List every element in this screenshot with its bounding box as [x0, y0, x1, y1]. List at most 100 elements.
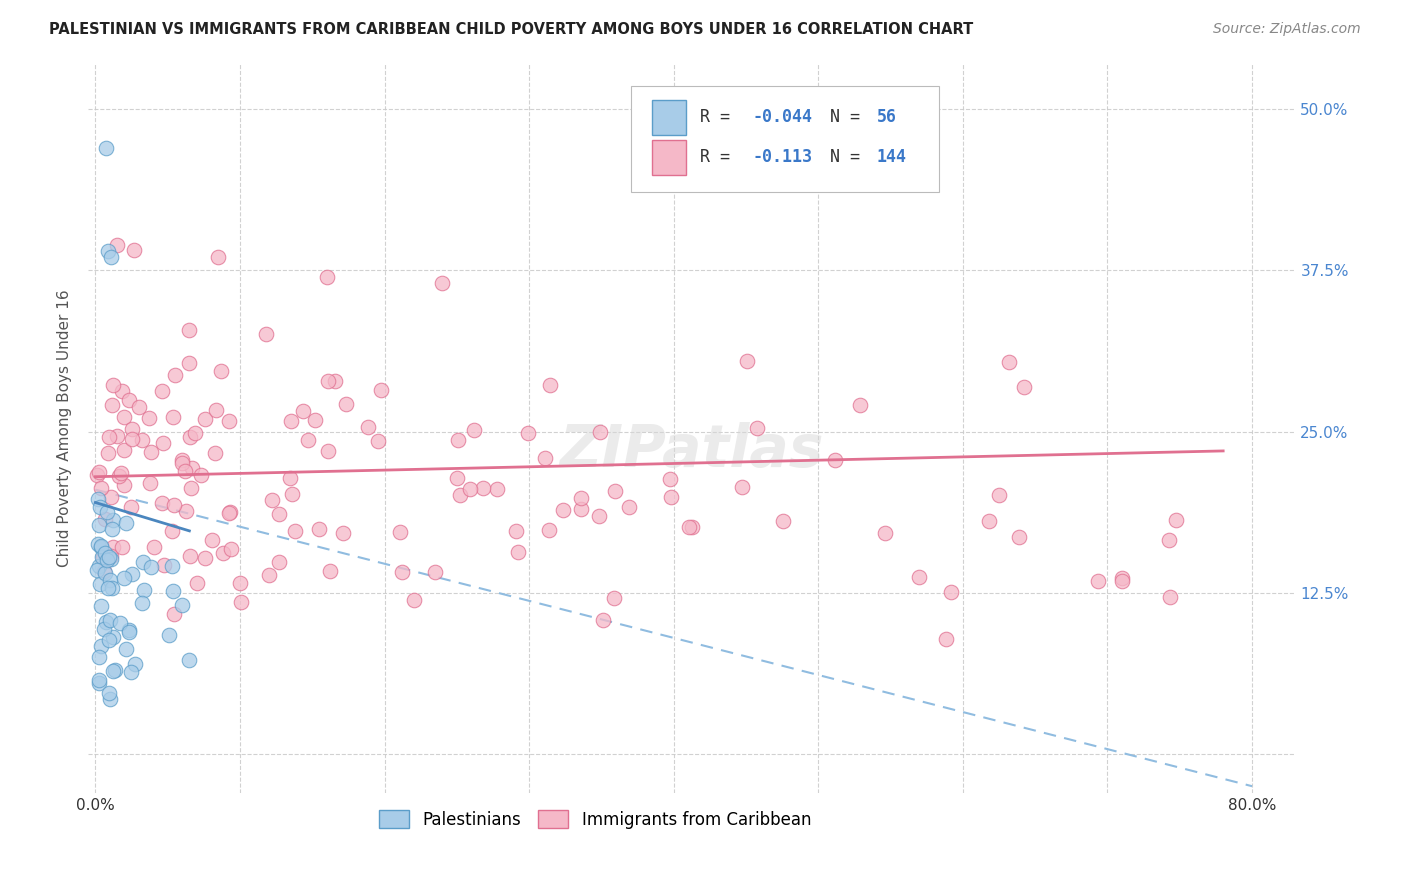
Point — [281, 486, 304, 500]
Text: 56: 56 — [876, 108, 897, 127]
Point — [134, 582, 156, 597]
Point — [150, 384, 173, 398]
FancyBboxPatch shape — [652, 100, 686, 135]
Point — [186, 576, 208, 591]
Point — [308, 522, 330, 536]
Point — [163, 607, 186, 622]
Point — [89, 673, 111, 688]
Point — [772, 514, 794, 528]
Point — [170, 453, 193, 467]
Point — [179, 430, 201, 444]
Point — [112, 477, 135, 491]
Text: N =: N = — [810, 148, 870, 166]
Point — [332, 525, 354, 540]
Point — [335, 396, 357, 410]
Point — [262, 492, 284, 507]
Point — [121, 421, 143, 435]
Point — [181, 461, 204, 475]
Point — [112, 571, 135, 585]
Text: -0.113: -0.113 — [752, 148, 813, 166]
Point — [118, 624, 141, 639]
Point — [1159, 591, 1181, 605]
Point — [370, 383, 392, 397]
Point — [157, 628, 180, 642]
Point — [112, 443, 135, 458]
Point — [935, 632, 957, 646]
Point — [163, 368, 186, 383]
Point — [1008, 530, 1031, 544]
Point — [98, 692, 121, 706]
Text: ZIPatlas: ZIPatlas — [560, 422, 824, 479]
Point — [533, 451, 555, 466]
Point — [269, 508, 291, 522]
Point — [1111, 571, 1133, 585]
Point — [357, 420, 380, 434]
Point — [100, 552, 122, 566]
Point — [297, 433, 319, 447]
Text: N =: N = — [810, 108, 870, 127]
Point — [117, 392, 139, 407]
Point — [100, 549, 122, 563]
Point — [128, 400, 150, 414]
Point — [90, 599, 112, 613]
Point — [589, 425, 612, 440]
Point — [105, 237, 128, 252]
Point — [179, 549, 201, 564]
Point — [100, 522, 122, 536]
Point — [101, 398, 124, 412]
Point — [254, 326, 277, 341]
Point — [873, 526, 896, 541]
Point — [121, 432, 143, 446]
Point — [508, 545, 530, 559]
Point — [998, 355, 1021, 369]
Point — [152, 436, 174, 450]
Point — [162, 409, 184, 424]
Point — [94, 512, 117, 526]
Point — [108, 469, 131, 483]
Point — [94, 546, 117, 560]
Point — [516, 426, 538, 441]
Y-axis label: Child Poverty Among Boys Under 16: Child Poverty Among Boys Under 16 — [58, 290, 72, 567]
Point — [323, 374, 346, 388]
Point — [659, 490, 682, 504]
Point — [447, 434, 470, 448]
Point — [209, 364, 232, 378]
Point — [120, 500, 142, 514]
Point — [204, 445, 226, 459]
Point — [179, 356, 201, 370]
Point — [87, 492, 110, 507]
Point — [118, 623, 141, 637]
Point — [553, 503, 575, 517]
Point — [747, 421, 769, 435]
Point — [110, 615, 132, 630]
Point — [105, 428, 128, 442]
Point — [90, 482, 112, 496]
Point — [292, 404, 315, 418]
Point — [89, 559, 111, 574]
Point — [86, 467, 108, 482]
Point — [101, 541, 124, 555]
Point — [89, 577, 111, 591]
Point — [110, 466, 132, 480]
Point — [93, 622, 115, 636]
Point — [485, 482, 508, 496]
Point — [110, 540, 132, 554]
Point — [319, 564, 342, 578]
Point — [212, 546, 235, 560]
Point — [988, 488, 1011, 502]
Point — [90, 639, 112, 653]
Point — [153, 558, 176, 573]
Point — [538, 523, 561, 537]
Point — [90, 540, 112, 554]
Point — [280, 414, 302, 428]
Point — [678, 519, 700, 533]
Point — [97, 686, 120, 700]
Point — [391, 566, 413, 580]
Point — [177, 323, 200, 337]
FancyBboxPatch shape — [652, 140, 686, 175]
Point — [94, 566, 117, 580]
Point — [939, 584, 962, 599]
Point — [173, 464, 195, 478]
Point — [139, 445, 162, 459]
Point — [681, 520, 703, 534]
